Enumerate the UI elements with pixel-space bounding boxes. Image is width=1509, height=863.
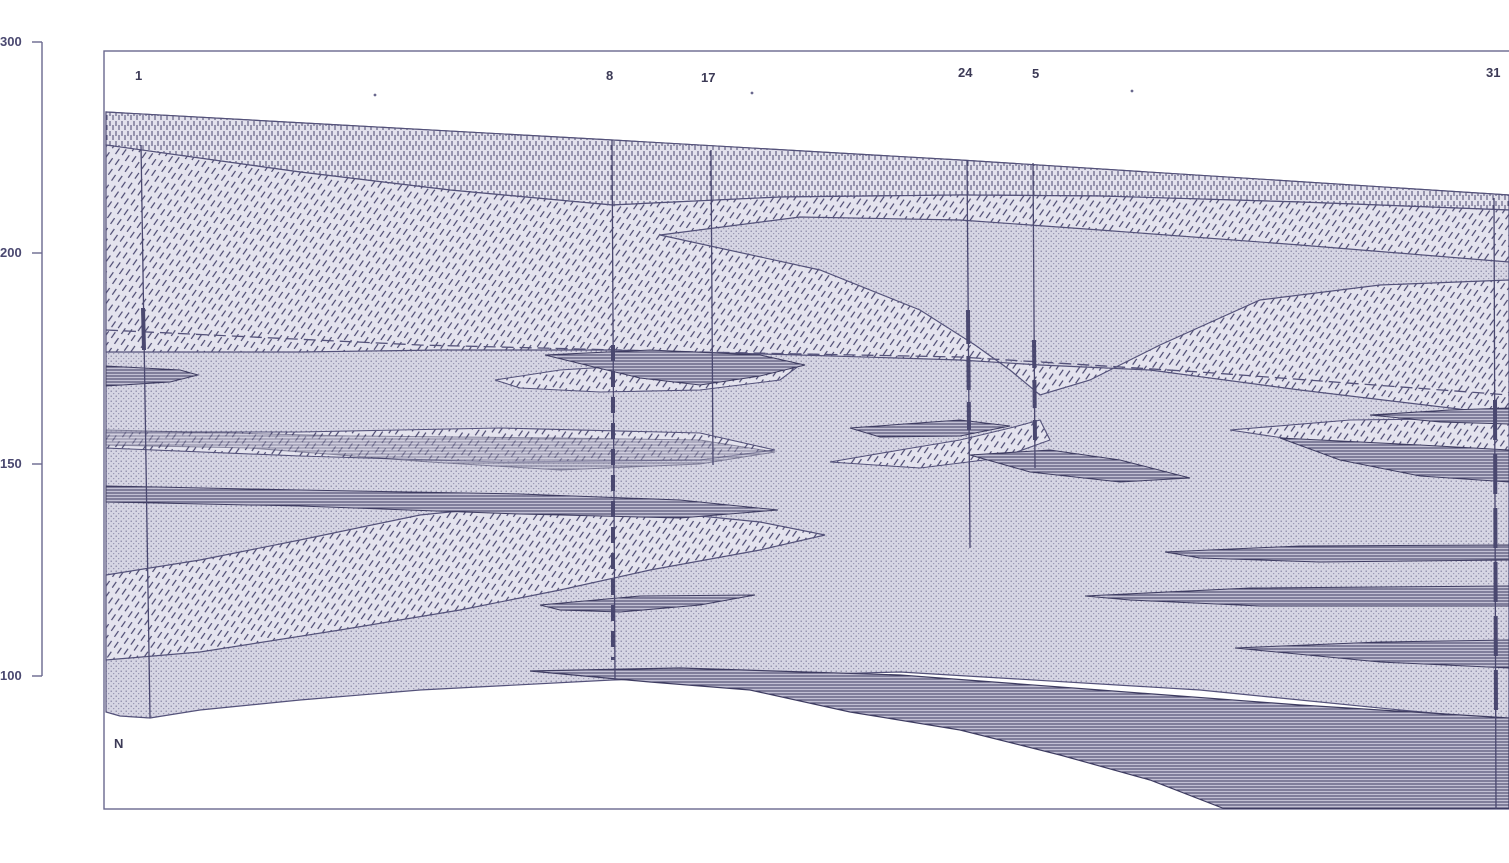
axis-tick-200: 200 bbox=[0, 245, 22, 260]
borehole-label-5: 5 bbox=[1032, 66, 1039, 81]
water-table-line bbox=[105, 329, 1509, 396]
clay-lens-3 bbox=[105, 429, 776, 471]
axis-tick-150: 150 bbox=[0, 456, 22, 471]
borehole-lines bbox=[140, 139, 1498, 809]
lower-till-layer bbox=[105, 504, 826, 661]
elevation-axis: 300 200 150 100 bbox=[0, 34, 43, 683]
orientation-label: N bbox=[114, 736, 123, 751]
borehole-label-8: 8 bbox=[606, 68, 613, 83]
clay-lens-4 bbox=[105, 485, 779, 519]
clay-lens-7 bbox=[969, 449, 1191, 483]
clay-lens-east-3 bbox=[1164, 544, 1509, 563]
clay-lens-east-2 bbox=[1279, 437, 1509, 483]
borehole-label-31: 31 bbox=[1486, 65, 1500, 80]
clay-lens-east-1 bbox=[1369, 407, 1509, 425]
borehole-label-24: 24 bbox=[958, 65, 973, 80]
clay-lens-east-4 bbox=[1084, 585, 1509, 607]
upper-till-layer bbox=[105, 144, 1509, 416]
clay-lens-2 bbox=[544, 349, 806, 386]
clay-lens-east-5 bbox=[1234, 639, 1509, 669]
basal-clay-layer bbox=[529, 667, 1509, 809]
clay-lens-1 bbox=[105, 365, 200, 387]
survey-dots bbox=[373, 89, 1134, 97]
axis-tick-100: 100 bbox=[0, 668, 22, 683]
axis-tick-300: 300 bbox=[0, 34, 22, 49]
borehole-label-17: 17 bbox=[701, 70, 715, 85]
clay-lens-5 bbox=[539, 594, 756, 613]
borehole-label-1: 1 bbox=[135, 68, 142, 83]
